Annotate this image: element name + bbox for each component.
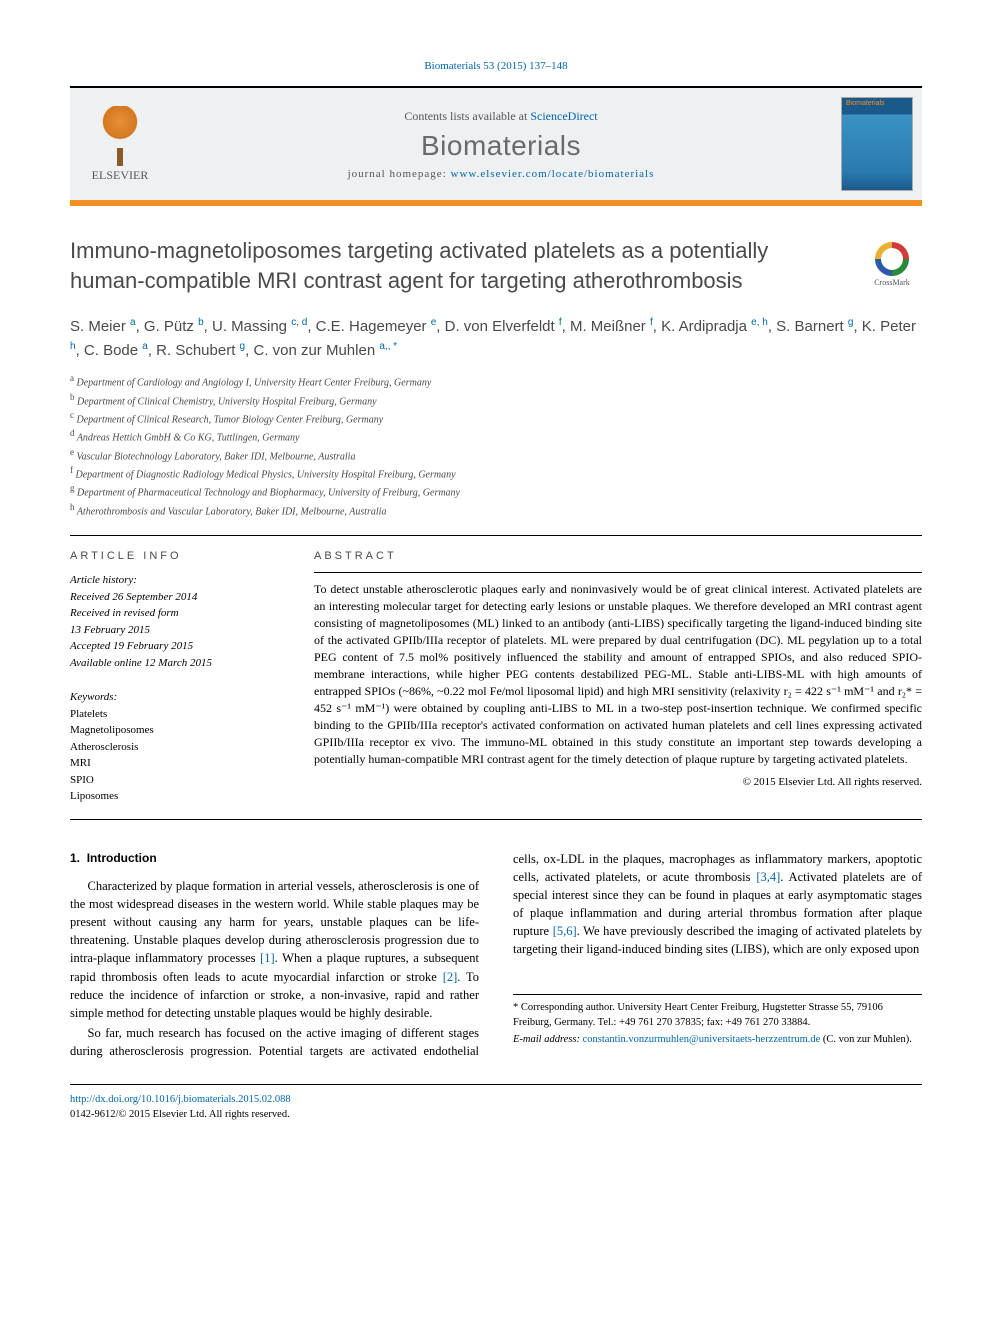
- homepage-prefix: journal homepage:: [348, 168, 451, 180]
- corresponding-author-footnote: * Corresponding author. University Heart…: [513, 994, 922, 1047]
- email-label: E-mail address:: [513, 1034, 583, 1045]
- divider: [70, 535, 922, 536]
- body-text: 1. Introduction Characterized by plaque …: [70, 850, 922, 1061]
- crossmark-icon: [875, 242, 909, 276]
- email-attribution: (C. von zur Muhlen).: [823, 1034, 912, 1045]
- affiliation-list: a Department of Cardiology and Angiology…: [70, 372, 922, 519]
- corr-email-link[interactable]: constantin.vonzurmuhlen@universitaets-he…: [583, 1034, 821, 1045]
- journal-header: ELSEVIER Contents lists available at Sci…: [70, 86, 922, 206]
- author-list: S. Meier a, G. Pütz b, U. Massing c, d, …: [70, 315, 922, 362]
- issn-copyright: 0142-9612/© 2015 Elsevier Ltd. All right…: [70, 1108, 922, 1123]
- abstract-heading: ABSTRACT: [314, 550, 922, 562]
- footer-bar: http://dx.doi.org/10.1016/j.biomaterials…: [70, 1084, 922, 1122]
- doi-link[interactable]: http://dx.doi.org/10.1016/j.biomaterials…: [70, 1094, 291, 1105]
- article-title: Immuno-magnetoliposomes targeting activa…: [70, 236, 842, 295]
- article-history: Article history: Received 26 September 2…: [70, 572, 280, 671]
- elsevier-tree-icon: [90, 106, 150, 166]
- citation-link[interactable]: [1]: [260, 951, 275, 965]
- abstract-text: To detect unstable atherosclerotic plaqu…: [314, 581, 922, 768]
- citation-link[interactable]: [5,6]: [553, 924, 577, 938]
- divider: [70, 819, 922, 820]
- article-info-heading: ARTICLE INFO: [70, 550, 280, 562]
- abstract-copyright: © 2015 Elsevier Ltd. All rights reserved…: [314, 776, 922, 788]
- contents-line: Contents lists available at ScienceDirec…: [170, 109, 832, 124]
- journal-name: Biomaterials: [170, 130, 832, 162]
- journal-homepage: journal homepage: www.elsevier.com/locat…: [170, 168, 832, 180]
- corr-label: * Corresponding author.: [513, 1002, 617, 1013]
- contents-prefix: Contents lists available at: [404, 109, 530, 123]
- crossmark-label: CrossMark: [874, 278, 910, 287]
- running-head: Biomaterials 53 (2015) 137–148: [70, 60, 922, 72]
- publisher-logo: ELSEVIER: [70, 88, 170, 200]
- sciencedirect-link[interactable]: ScienceDirect: [530, 109, 597, 123]
- section-heading: 1. Introduction: [70, 850, 479, 867]
- journal-cover-thumb: Biomaterials: [832, 88, 922, 200]
- homepage-link[interactable]: www.elsevier.com/locate/biomaterials: [451, 168, 655, 180]
- cover-label: Biomaterials: [846, 100, 885, 107]
- publisher-name: ELSEVIER: [92, 168, 149, 183]
- body-paragraph: Characterized by plaque formation in art…: [70, 877, 479, 1022]
- crossmark-badge[interactable]: CrossMark: [862, 236, 922, 287]
- history-label: Article history:: [70, 572, 280, 589]
- keywords-label: Keywords:: [70, 689, 280, 706]
- citation-link[interactable]: [3,4]: [756, 870, 780, 884]
- citation-link[interactable]: [2]: [443, 970, 458, 984]
- keywords-block: Keywords: PlateletsMagnetoliposomesAther…: [70, 689, 280, 805]
